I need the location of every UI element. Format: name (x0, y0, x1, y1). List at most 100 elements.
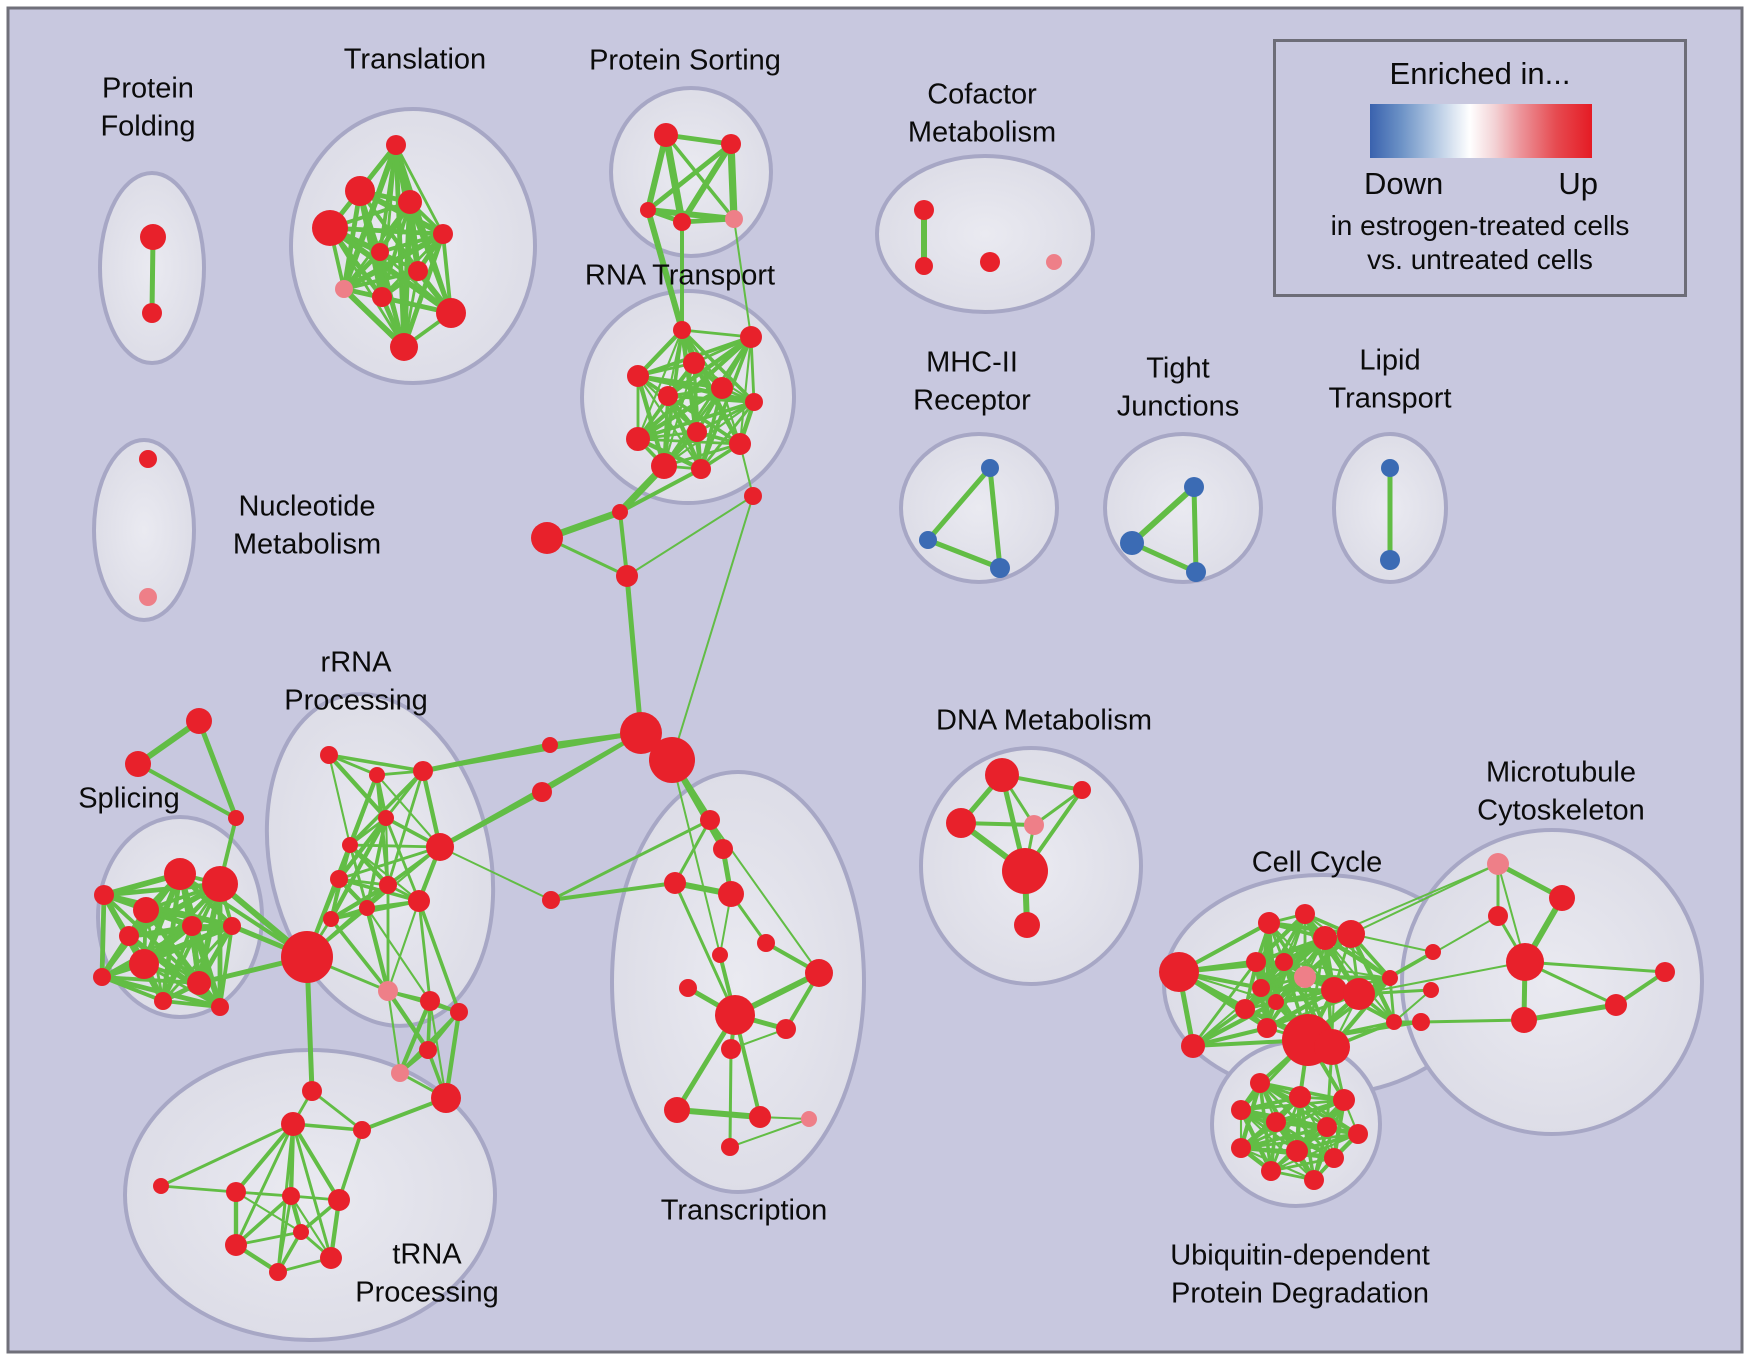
node-red (1261, 1161, 1281, 1181)
label-layer: Protein Folding Translation Protein Sorting… (78, 44, 1645, 1310)
edge (1393, 989, 1432, 1023)
node-red (1286, 1140, 1308, 1162)
edge (337, 1128, 364, 1202)
cluster-label-ubiquitin: Protein Degradation (1171, 1278, 1429, 1310)
node-blue (990, 558, 1010, 578)
node-red (1605, 994, 1627, 1016)
node-red (1321, 977, 1347, 1003)
node-pink (335, 280, 353, 298)
edge (1129, 484, 1197, 546)
edge (1269, 1132, 1360, 1173)
cluster-ellipse-tight (1103, 432, 1263, 584)
node-red (1159, 952, 1199, 992)
node-red (281, 1112, 305, 1136)
node-red (1289, 1086, 1311, 1108)
edge (662, 131, 686, 226)
legend-title: Enriched in... (1389, 56, 1571, 91)
node-red (293, 1224, 309, 1240)
edge (1322, 935, 1393, 981)
edge (397, 998, 433, 1076)
edge (674, 1107, 763, 1120)
node-red (1257, 1018, 1277, 1038)
edge (636, 437, 742, 446)
edge (348, 769, 425, 847)
edge (386, 989, 402, 1075)
node-red (1488, 906, 1508, 926)
cluster-label-trna: Processing (355, 1277, 498, 1309)
node-red (408, 261, 428, 281)
legend-downup-row: Down Up (1364, 166, 1598, 202)
cluster-label-cofactor: Cofactor (927, 79, 1037, 111)
node-red (1425, 944, 1441, 960)
cluster-label-rna-transport: RNA Transport (585, 260, 775, 292)
cluster-ellipse-nucleotide (92, 438, 196, 622)
edge (365, 906, 432, 1003)
edge (328, 815, 389, 922)
node-red (1246, 952, 1266, 972)
edge (1239, 1125, 1329, 1150)
edge (407, 199, 454, 316)
node-red (320, 746, 338, 764)
node-red (226, 1182, 246, 1202)
node-red (371, 243, 389, 261)
node-red (985, 758, 1019, 792)
edge (1389, 915, 1499, 979)
node-blue (1381, 459, 1399, 477)
node-red (342, 837, 358, 853)
edge (161, 924, 194, 1003)
edge (234, 1122, 295, 1247)
edge (417, 899, 461, 1014)
node-red (323, 911, 339, 927)
edge (1191, 484, 1199, 575)
edge (1521, 1002, 1619, 1023)
edge (1191, 960, 1258, 1048)
edge (365, 845, 442, 910)
node-red (542, 891, 560, 909)
node-blue (981, 459, 999, 477)
node-red (1348, 1124, 1368, 1144)
node-red (419, 1041, 437, 1059)
node-red (154, 992, 172, 1010)
node-red (1655, 962, 1675, 982)
node-red (1333, 1089, 1355, 1111)
node-red (1343, 978, 1375, 1010)
node-red (914, 200, 934, 220)
edge (328, 226, 406, 349)
edge (1523, 960, 1667, 974)
node-red (320, 1247, 342, 1269)
node-red (302, 1081, 322, 1101)
node-red (757, 934, 775, 952)
node-red (1250, 1073, 1270, 1093)
edge (626, 495, 754, 577)
node-red (673, 213, 691, 231)
edge (159, 1122, 295, 1188)
node-red (620, 712, 662, 754)
edge (636, 328, 684, 441)
node-red (369, 767, 385, 783)
edge (645, 132, 669, 213)
node-pink (801, 1111, 817, 1127)
node-red (711, 377, 733, 399)
node-red (664, 1097, 690, 1123)
cluster-label-ubiquitin: Ubiquitin-dependent (1170, 1240, 1430, 1272)
edge (635, 373, 757, 405)
node-blue (1186, 562, 1206, 582)
cluster-label-transcription: Transcription (661, 1195, 828, 1227)
node-red (1386, 1014, 1402, 1030)
node-pink (391, 1064, 409, 1082)
node-pink (1487, 853, 1509, 875)
edge (394, 143, 445, 236)
node-red (626, 427, 650, 451)
node-red (1317, 1117, 1337, 1137)
node-red (269, 1263, 287, 1281)
node-red (312, 210, 348, 246)
node-red (182, 916, 202, 936)
edge (234, 1230, 303, 1247)
edge (645, 141, 734, 213)
edge (1269, 1156, 1336, 1173)
node-red (946, 808, 976, 838)
node-red (616, 565, 638, 587)
cluster-label-nucleotide: Metabolism (233, 529, 381, 561)
node-red (1314, 1029, 1350, 1065)
